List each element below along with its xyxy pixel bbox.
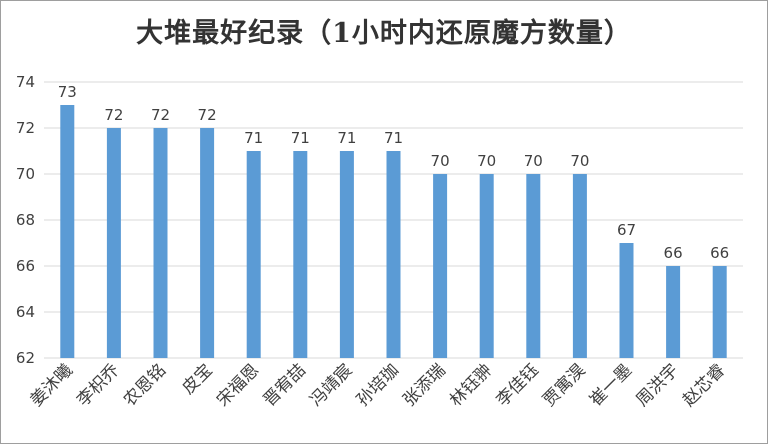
x-tick-label: 李佳钰 bbox=[493, 360, 543, 410]
y-tick-label: 64 bbox=[16, 303, 35, 321]
y-tick-label: 68 bbox=[16, 211, 35, 229]
bar bbox=[60, 105, 75, 358]
data-label: 67 bbox=[617, 221, 636, 239]
bar bbox=[293, 151, 308, 358]
data-label: 70 bbox=[431, 152, 450, 170]
y-tick-label: 74 bbox=[16, 73, 35, 91]
bar bbox=[526, 174, 541, 358]
data-label: 66 bbox=[664, 244, 683, 262]
bar bbox=[200, 128, 215, 358]
data-label: 72 bbox=[198, 106, 217, 124]
x-tick-label: 农恩铭 bbox=[120, 360, 170, 410]
data-label: 73 bbox=[58, 83, 77, 101]
bars bbox=[60, 105, 727, 358]
x-tick-label: 皮宝 bbox=[178, 360, 216, 398]
data-label: 72 bbox=[151, 106, 170, 124]
x-tick-label: 冯靖宸 bbox=[306, 360, 356, 410]
bar bbox=[479, 174, 494, 358]
data-label: 70 bbox=[570, 152, 589, 170]
data-label: 72 bbox=[104, 106, 123, 124]
y-tick-label: 72 bbox=[16, 119, 35, 137]
data-label: 70 bbox=[477, 152, 496, 170]
bar bbox=[386, 151, 401, 358]
bar bbox=[153, 128, 168, 358]
y-axis-ticks: 62 64 66 68 70 72 74 bbox=[16, 73, 35, 367]
bar bbox=[433, 174, 448, 358]
x-tick-label: 贾寓淏 bbox=[539, 360, 589, 410]
data-labels: 73 72 72 72 71 71 71 71 70 70 70 70 67 66 66 bbox=[58, 83, 729, 262]
x-tick-label: 崔一墨 bbox=[586, 360, 636, 410]
x-tick-label: 晋宥喆 bbox=[260, 360, 310, 410]
data-label: 70 bbox=[524, 152, 543, 170]
bar bbox=[106, 128, 121, 358]
bar bbox=[246, 151, 261, 358]
bar bbox=[712, 266, 727, 358]
x-tick-label: 孙培珈 bbox=[353, 360, 403, 410]
x-tick-label: 林钰翀 bbox=[446, 360, 496, 410]
bar bbox=[619, 243, 634, 358]
y-tick-label: 70 bbox=[16, 165, 35, 183]
data-label: 71 bbox=[337, 129, 356, 147]
data-label: 66 bbox=[710, 244, 729, 262]
data-label: 71 bbox=[244, 129, 263, 147]
bar bbox=[666, 266, 681, 358]
x-tick-label: 赵芯睿 bbox=[679, 360, 729, 410]
bar bbox=[572, 174, 587, 358]
y-tick-label: 66 bbox=[16, 257, 35, 275]
x-tick-label: 李枳乔 bbox=[73, 360, 123, 410]
y-tick-label: 62 bbox=[16, 349, 35, 367]
chart-title: 大堆最好纪录（1小时内还原魔方数量） bbox=[136, 18, 632, 49]
x-tick-label: 宋福恩 bbox=[213, 360, 263, 410]
data-label: 71 bbox=[291, 129, 310, 147]
x-tick-label: 周洪宇 bbox=[632, 360, 682, 410]
x-tick-label: 姜沐曦 bbox=[27, 360, 77, 410]
bar bbox=[339, 151, 354, 358]
x-tick-label: 张添瑞 bbox=[399, 360, 449, 410]
data-label: 71 bbox=[384, 129, 403, 147]
